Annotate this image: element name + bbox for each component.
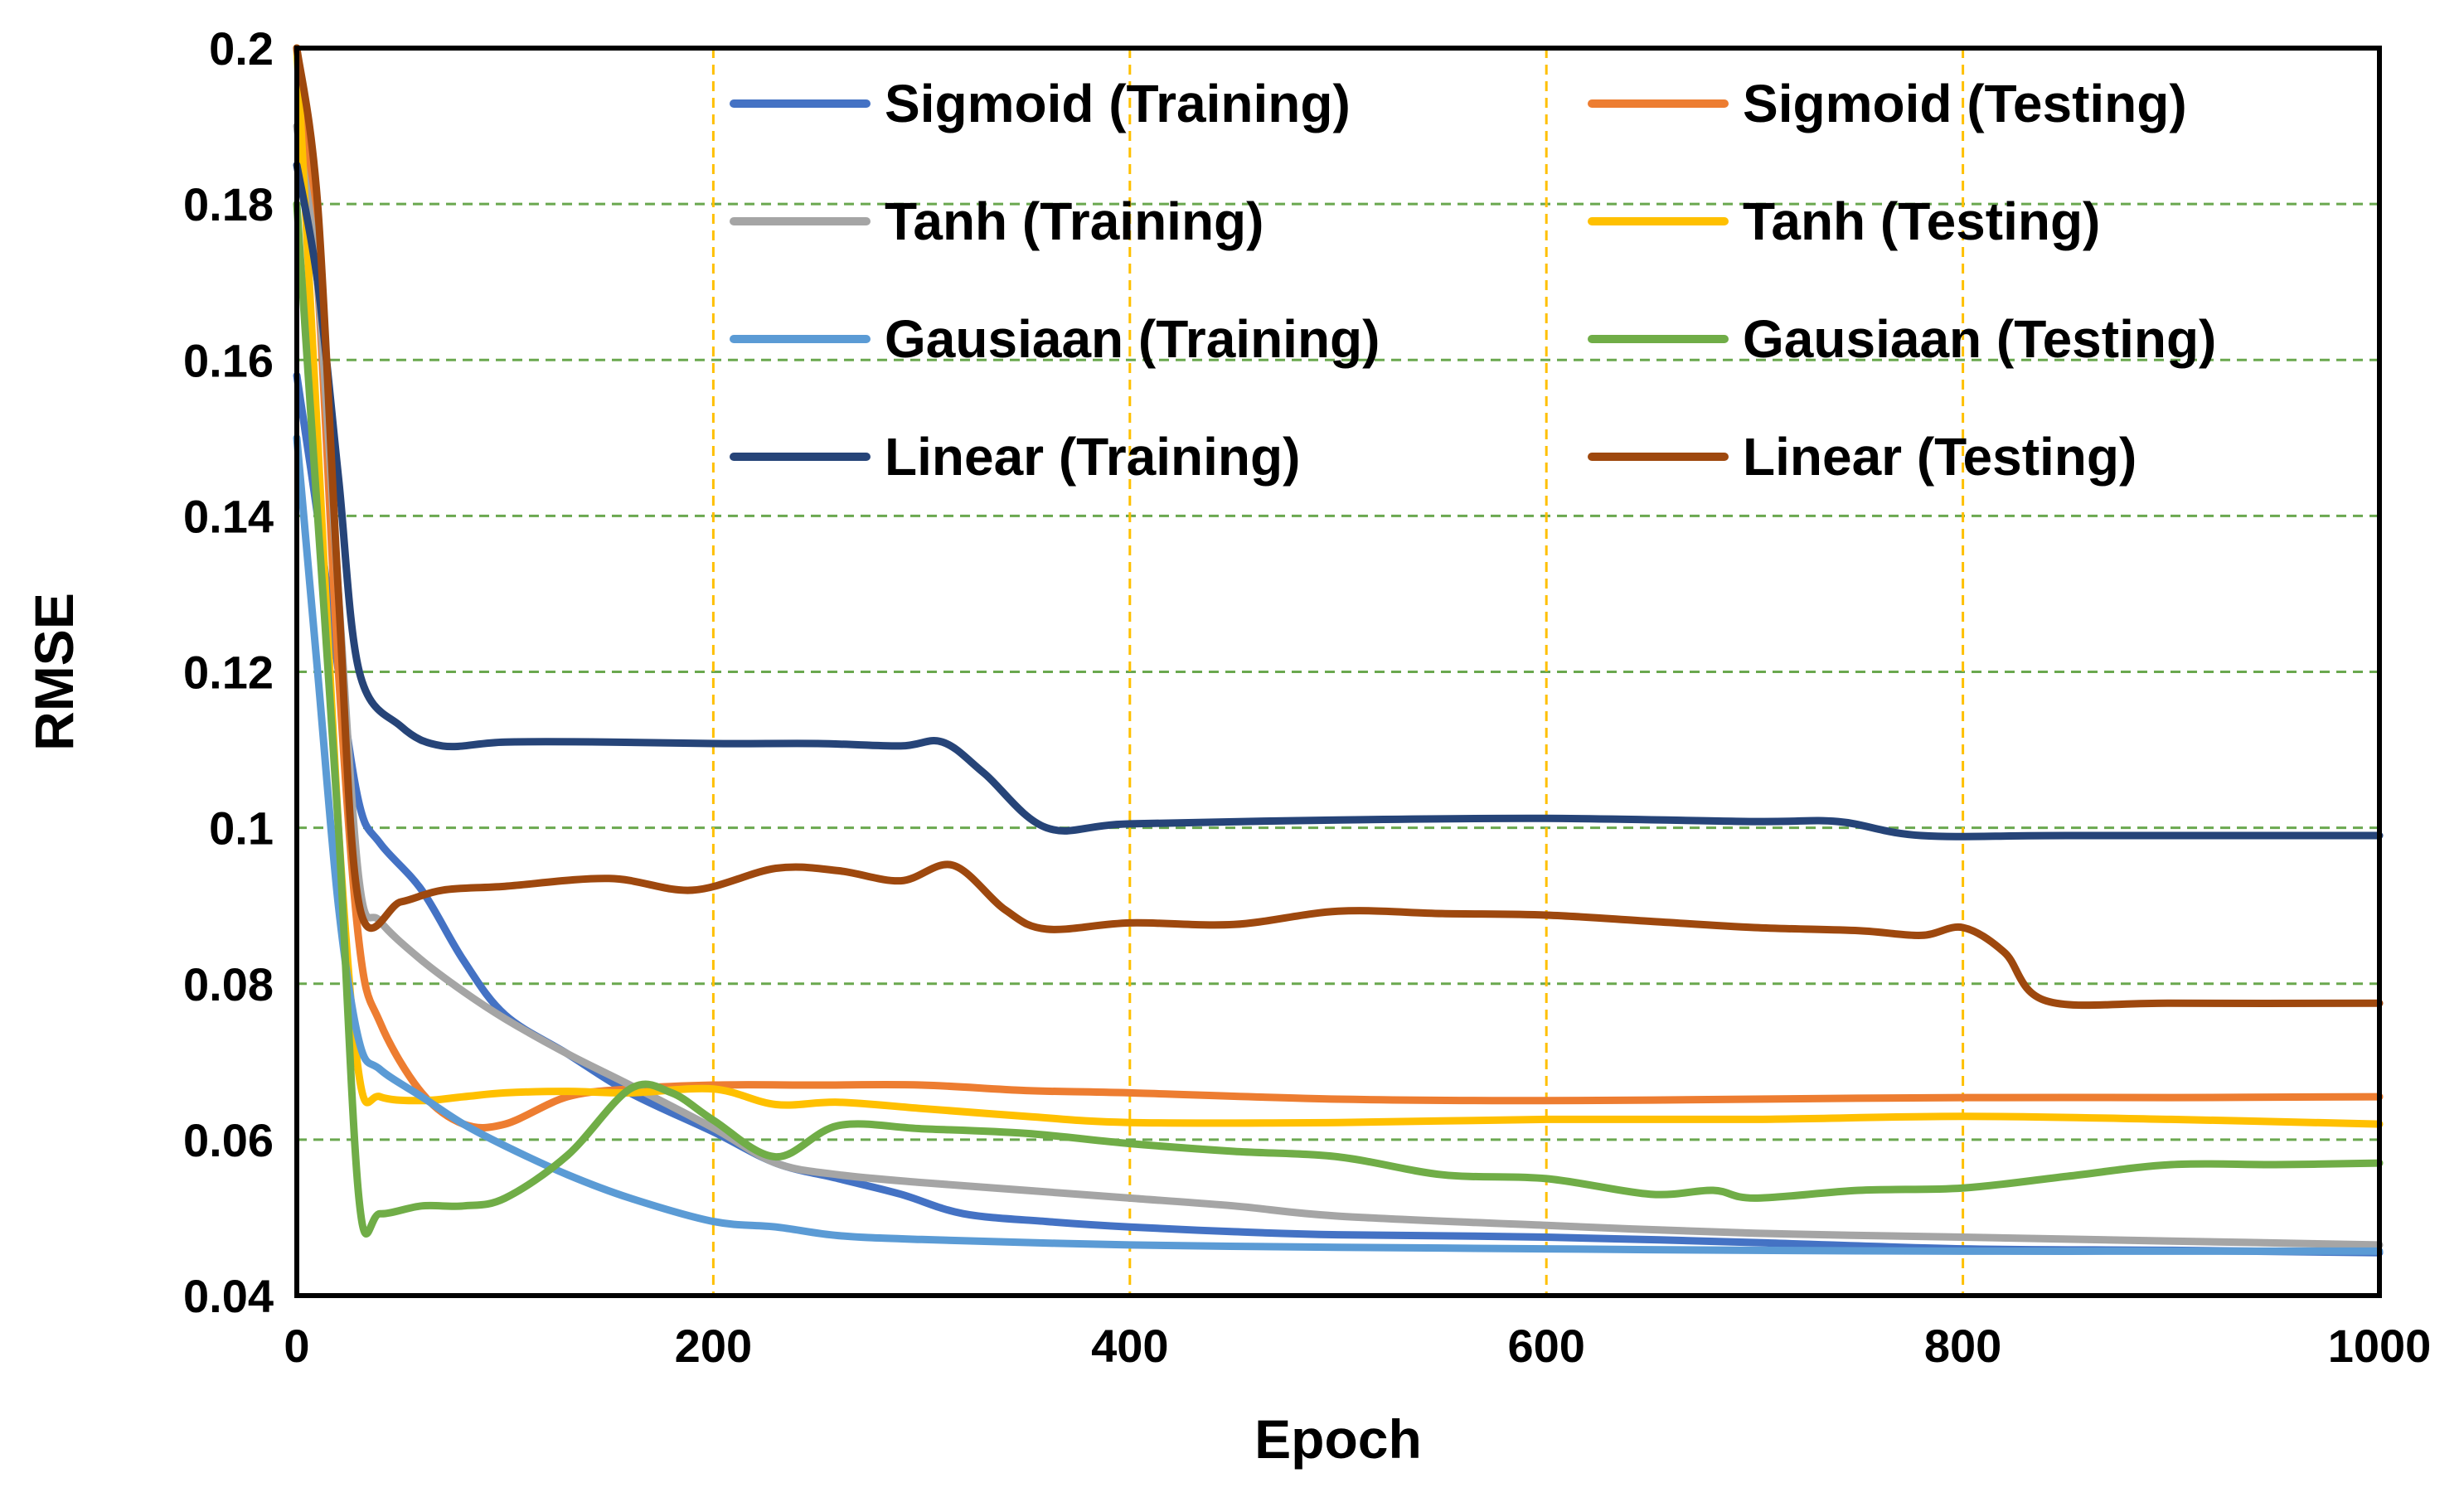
- y-tick-label: 0.08: [183, 958, 274, 1010]
- legend-item: Linear (Testing): [1588, 427, 2137, 487]
- legend-item: Gausiaan (Training): [730, 309, 1380, 369]
- series-line-5: [293, 200, 2384, 1238]
- legend-label: Tanh (Training): [885, 191, 1264, 251]
- legend-label: Linear (Testing): [1743, 427, 2137, 487]
- y-tick-label: 0.04: [183, 1270, 274, 1322]
- legend-label: Sigmoid (Testing): [1743, 74, 2187, 133]
- x-tick-label: 1000: [2328, 1320, 2432, 1372]
- legend: Sigmoid (Training) Sigmoid (Testing) Tanh …: [730, 74, 2216, 487]
- y-tick-label: 0.1: [209, 802, 274, 855]
- series-line-4: [293, 434, 2384, 1255]
- legend-item: Tanh (Testing): [1588, 191, 2100, 251]
- series-line-6: [293, 161, 2384, 841]
- x-tick-label: 0: [284, 1320, 309, 1372]
- x-tick-label: 400: [1091, 1320, 1168, 1372]
- y-tick-label: 0.18: [183, 178, 274, 230]
- axis-ticks: 0.04 0.06 0.08 0.1 0.12 0.14 0.16 0.18 0.2 0 200 40…: [183, 22, 2431, 1372]
- legend-label: Gausiaan (Training): [885, 309, 1380, 369]
- legend-item: Sigmoid (Training): [730, 74, 1351, 133]
- legend-item: Sigmoid (Testing): [1588, 74, 2187, 133]
- x-tick-label: 800: [1924, 1320, 2001, 1372]
- legend-label: Gausiaan (Testing): [1743, 309, 2216, 369]
- x-tick-label: 600: [1507, 1320, 1584, 1372]
- x-tick-label: 200: [675, 1320, 752, 1372]
- legend-item: Tanh (Training): [730, 191, 1264, 251]
- legend-label: Linear (Training): [885, 427, 1300, 487]
- legend-label: Tanh (Testing): [1743, 191, 2100, 251]
- legend-label: Sigmoid (Training): [885, 74, 1351, 133]
- y-tick-label: 0.2: [209, 22, 274, 75]
- series-line-0: [293, 371, 2384, 1257]
- y-tick-label: 0.06: [183, 1114, 274, 1166]
- x-axis-title: Epoch: [1254, 1408, 1422, 1470]
- y-axis-title: RMSE: [23, 593, 85, 751]
- legend-item: Linear (Training): [730, 427, 1300, 487]
- y-tick-label: 0.12: [183, 647, 274, 699]
- series-line-7: [293, 44, 2384, 1010]
- series-lines: [293, 44, 2384, 1257]
- plot-area-border: [294, 46, 2382, 1298]
- y-tick-label: 0.16: [183, 334, 274, 386]
- legend-item: Gausiaan (Testing): [1588, 309, 2216, 369]
- y-tick-label: 0.14: [183, 490, 274, 542]
